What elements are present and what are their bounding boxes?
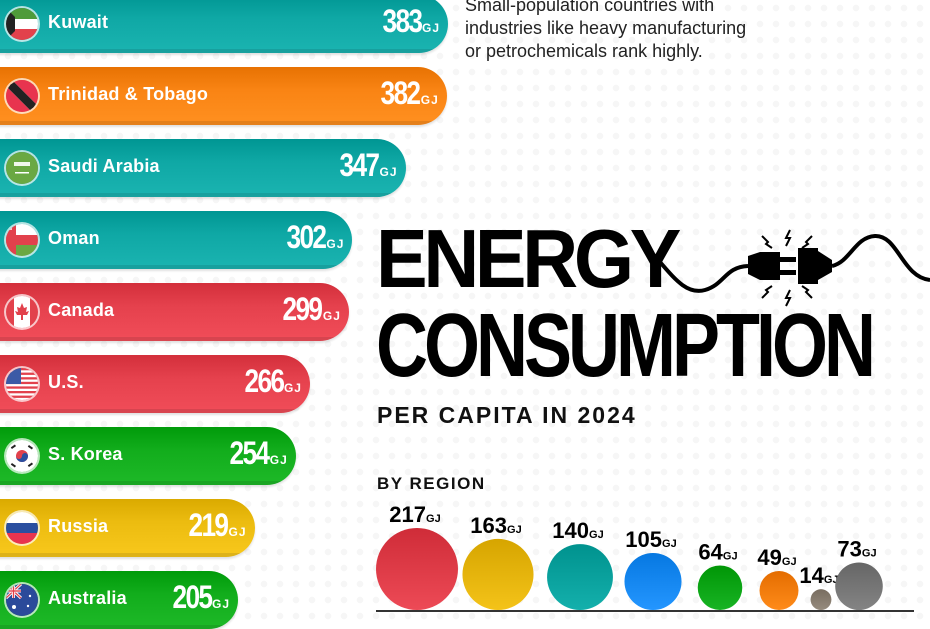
- value-number: 382: [380, 75, 422, 111]
- country-bar: U.S. 266 GJ: [0, 355, 310, 413]
- us-flag-icon: [6, 368, 38, 400]
- russia-flag-icon: [6, 512, 38, 544]
- country-bar: Canada 299 GJ: [0, 283, 349, 341]
- region-value-number: 105: [625, 527, 662, 552]
- value-number: 302: [286, 219, 328, 255]
- subtitle: PER CAPITA IN 2024: [377, 402, 637, 428]
- value-unit: GJ: [322, 309, 341, 323]
- value-label: 266 GJ: [236, 361, 302, 401]
- value-unit: GJ: [379, 165, 398, 179]
- region-value-label: 140GJ: [552, 518, 603, 543]
- region-bubble: [810, 589, 832, 610]
- intro-text: Small-population countries with industri…: [465, 0, 825, 63]
- region-value-label: 217GJ: [389, 502, 440, 527]
- region-value-unit: GJ: [662, 538, 677, 550]
- value-unit: GJ: [420, 93, 439, 107]
- region-value-unit: GJ: [589, 529, 604, 541]
- region-value-label: 64GJ: [698, 539, 737, 564]
- region-value-unit: GJ: [723, 550, 738, 562]
- region-bubble: [697, 565, 743, 610]
- unplugged-cord-icon: [640, 229, 930, 307]
- region-value-number: 217: [389, 502, 426, 527]
- region-value-label: 73GJ: [837, 536, 876, 561]
- value-unit: GJ: [326, 237, 345, 251]
- intro-line-2: industries like heavy manufacturing: [465, 18, 747, 38]
- region-bubble: [624, 552, 682, 610]
- value-number: 219: [188, 507, 230, 543]
- value-label: 383 GJ: [374, 1, 440, 41]
- value-label: 382 GJ: [372, 73, 438, 113]
- title-consumption: CONSUMPTION: [376, 296, 876, 396]
- region-value-label: 163GJ: [470, 513, 521, 538]
- country-bar: Trinidad & Tobago 382 GJ: [0, 67, 447, 125]
- region-value-label: 14GJ: [799, 563, 838, 588]
- country-bar: Kuwait 383 GJ: [0, 0, 448, 53]
- intro-line-3: or petrochemicals rank highly.: [465, 41, 703, 61]
- country-bar: Oman 302 GJ: [0, 211, 353, 269]
- value-unit: GJ: [269, 453, 288, 467]
- country-name: Saudi Arabia: [48, 156, 160, 176]
- intro-line-1: Small-population countries with: [465, 0, 715, 15]
- value-label: 205 GJ: [164, 577, 230, 617]
- value-unit: GJ: [211, 597, 230, 611]
- country-bar: Russia 219 GJ: [0, 499, 255, 557]
- region-value-number: 14: [799, 563, 824, 588]
- country-name: Oman: [48, 228, 100, 248]
- region-value-unit: GJ: [824, 574, 839, 586]
- region-value-unit: GJ: [426, 513, 441, 525]
- region-value-number: 140: [552, 518, 589, 543]
- by-region-label: BY REGION: [377, 474, 486, 493]
- region-value-label: 105GJ: [625, 527, 676, 552]
- value-number: 266: [244, 363, 285, 399]
- value-unit: GJ: [421, 21, 440, 35]
- country-name: Russia: [48, 516, 109, 536]
- value-label: 219 GJ: [180, 505, 246, 545]
- south-korea-flag-icon: [6, 440, 38, 472]
- region-value-unit: GJ: [507, 524, 522, 536]
- country-name: Kuwait: [48, 12, 109, 32]
- region-bubble: [462, 538, 534, 610]
- value-number: 205: [172, 579, 213, 615]
- oman-flag-icon: [6, 224, 38, 256]
- value-label: 299 GJ: [274, 289, 340, 329]
- value-label: 347 GJ: [331, 145, 397, 185]
- saudi-arabia-flag-icon: [6, 152, 38, 184]
- australia-flag-icon: [6, 584, 38, 616]
- region-value-number: 163: [470, 513, 507, 538]
- trinidad-tobago-flag-icon: [6, 80, 38, 112]
- value-number: 254: [229, 435, 271, 471]
- value-number: 383: [382, 3, 423, 39]
- region-bubble: [376, 528, 458, 610]
- region-bubble: [759, 571, 799, 610]
- value-unit: GJ: [283, 381, 302, 395]
- region-bubble: [835, 562, 883, 610]
- value-label: 302 GJ: [278, 217, 344, 257]
- value-label: 254 GJ: [221, 433, 287, 473]
- value-number: 347: [339, 147, 381, 183]
- country-name: Canada: [48, 300, 115, 320]
- kuwait-flag-icon: [6, 8, 38, 40]
- value-number: 299: [283, 291, 324, 327]
- value-unit: GJ: [228, 525, 247, 539]
- country-bar: Saudi Arabia 347 GJ: [0, 139, 406, 197]
- country-name: Trinidad & Tobago: [48, 84, 209, 104]
- canada-flag-icon: [6, 296, 38, 328]
- region-bubble: [547, 544, 613, 610]
- title-energy: ENERGY: [376, 213, 681, 306]
- country-bar: Australia 205 GJ: [0, 571, 238, 629]
- region-value-label: 49GJ: [757, 545, 796, 570]
- country-name: U.S.: [48, 372, 84, 392]
- country-name: Australia: [48, 588, 127, 608]
- baseline: [376, 610, 914, 612]
- region-value-number: 64: [698, 539, 723, 564]
- country-name: S. Korea: [48, 444, 123, 464]
- region-value-number: 49: [757, 545, 781, 570]
- region-value-number: 73: [837, 536, 861, 561]
- country-bar: S. Korea 254 GJ: [0, 427, 296, 485]
- region-value-unit: GJ: [782, 556, 797, 568]
- region-value-unit: GJ: [862, 547, 877, 559]
